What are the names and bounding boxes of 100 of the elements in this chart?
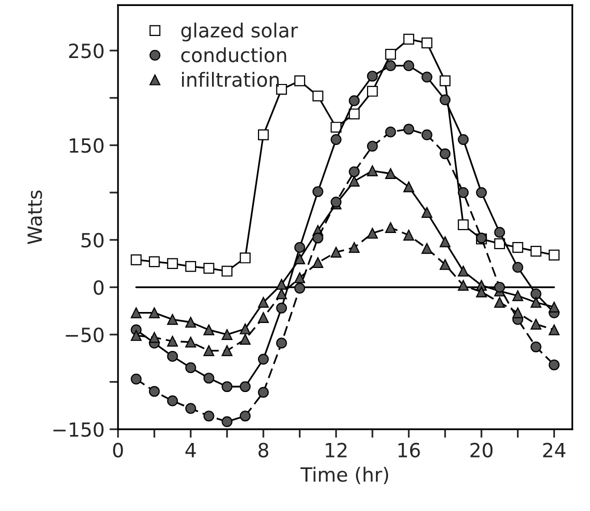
point [530,288,542,300]
x-tick-label: 24 [543,442,566,458]
y-tick-label: 50 [82,232,104,248]
point [422,38,432,48]
point [348,95,360,106]
point [167,395,178,406]
point [512,262,524,273]
point [385,48,396,60]
point [276,278,287,290]
point [294,75,306,86]
point [130,254,142,266]
y-axis-title: Watts [28,190,42,244]
point [203,262,214,274]
point [240,252,251,264]
point [403,34,414,45]
point [203,410,214,422]
point [148,256,160,268]
point [167,350,178,362]
point [403,60,414,72]
point [530,318,542,330]
point [530,341,542,352]
point [312,232,324,244]
point [385,126,396,138]
point [403,124,414,135]
point [440,75,451,86]
point [440,94,451,106]
point [312,90,324,102]
point [130,307,142,318]
point [312,186,324,198]
point [440,148,451,160]
point [167,336,178,347]
x-tick-label: 8 [258,442,268,458]
point [330,134,342,145]
point [422,207,432,218]
point [422,243,432,254]
point [494,226,506,238]
point [366,86,378,97]
point [440,236,451,248]
point [530,296,542,308]
point [203,324,214,336]
point [458,280,469,291]
x-axis-title: Time (hr) [300,466,388,484]
point [240,334,251,345]
point [294,253,306,264]
point [366,140,378,152]
x-tick-label: 16 [398,442,420,458]
point [422,72,432,82]
point [458,134,469,145]
legend-label: conduction [181,47,286,62]
legend-label: infiltration [182,72,279,87]
point [222,345,232,356]
point [385,222,396,234]
x-tick-label: 0 [113,442,123,458]
point [258,129,269,140]
point [258,354,269,365]
point [512,290,524,302]
point [130,374,142,384]
y-tick-label: −150 [53,422,104,437]
point [403,230,414,241]
y-tick-label: −50 [66,328,104,342]
legend-label: glazed solar [181,22,298,42]
point [476,187,487,198]
point [258,312,269,323]
point [330,122,342,133]
point [512,307,524,318]
point [185,362,196,374]
point [348,176,360,187]
point [494,238,506,250]
point [148,307,160,318]
point [422,129,432,140]
point [167,258,178,269]
point [294,242,306,253]
point [330,246,342,258]
point [366,165,378,176]
x-tick-label: 20 [470,442,493,458]
point [222,381,232,392]
point [348,166,360,178]
y-tick-label: 150 [70,138,104,153]
point [494,282,506,293]
point [530,246,542,257]
point [258,386,269,398]
point [240,410,251,422]
point [548,324,560,336]
point [548,302,560,313]
y-tick-label: 0 [94,280,104,295]
point [222,329,232,340]
point [312,257,324,268]
point [167,314,178,325]
point [185,336,196,348]
point [403,181,414,192]
x-tick-label: 4 [185,443,196,458]
point [348,242,360,253]
point [185,316,196,328]
point [385,168,396,180]
point [385,60,396,72]
point [222,416,232,428]
point [203,372,214,384]
point [476,286,487,298]
point [440,259,451,270]
point [240,381,251,392]
